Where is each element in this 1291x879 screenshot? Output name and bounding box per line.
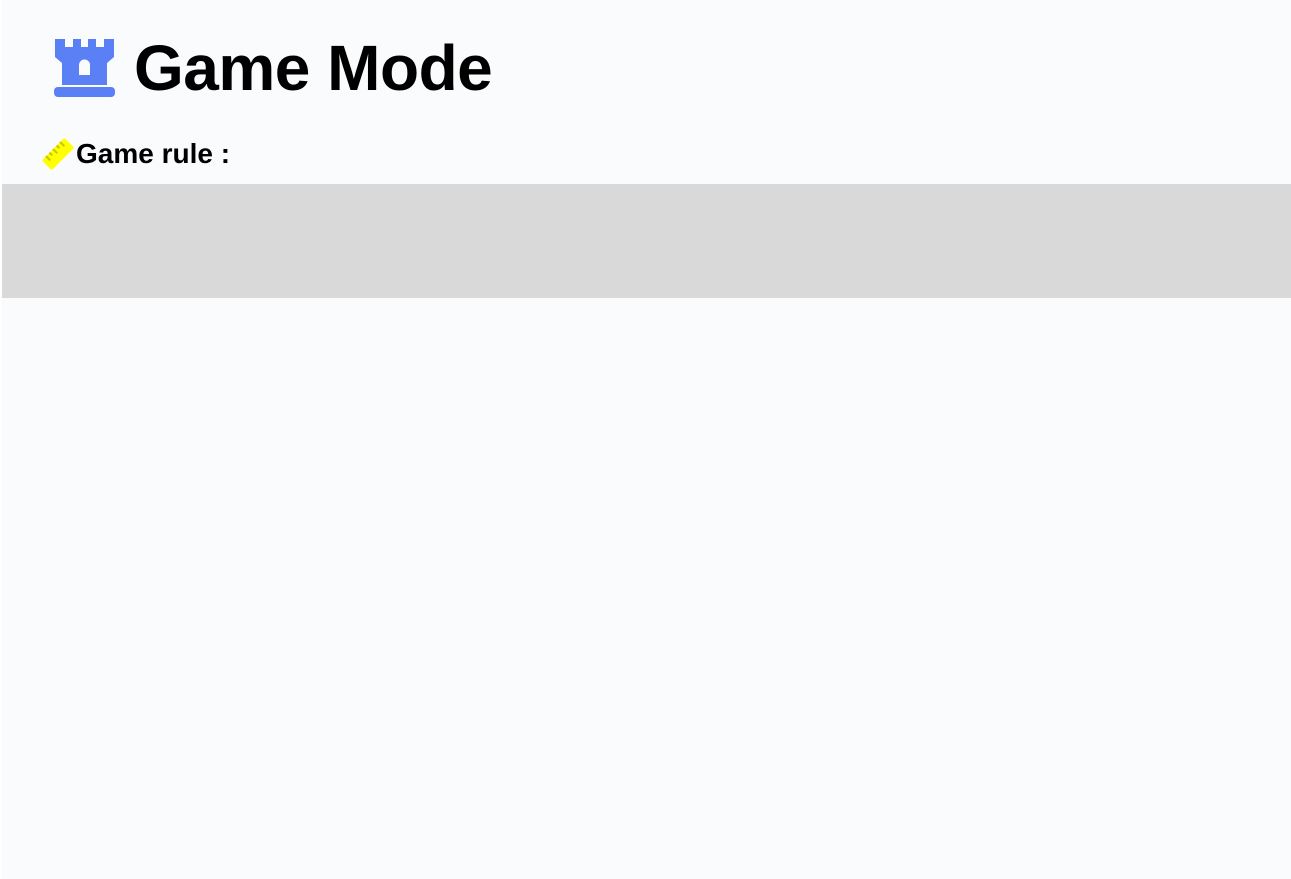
ruler-icon bbox=[42, 138, 74, 170]
game-rule-panel bbox=[2, 184, 1291, 298]
page-header: Game Mode bbox=[53, 32, 493, 104]
game-rule-heading: Game rule : bbox=[42, 136, 230, 172]
castle-icon bbox=[54, 38, 115, 97]
page-title: Game Mode bbox=[134, 32, 493, 104]
game-rule-label: Game rule : bbox=[76, 138, 231, 169]
